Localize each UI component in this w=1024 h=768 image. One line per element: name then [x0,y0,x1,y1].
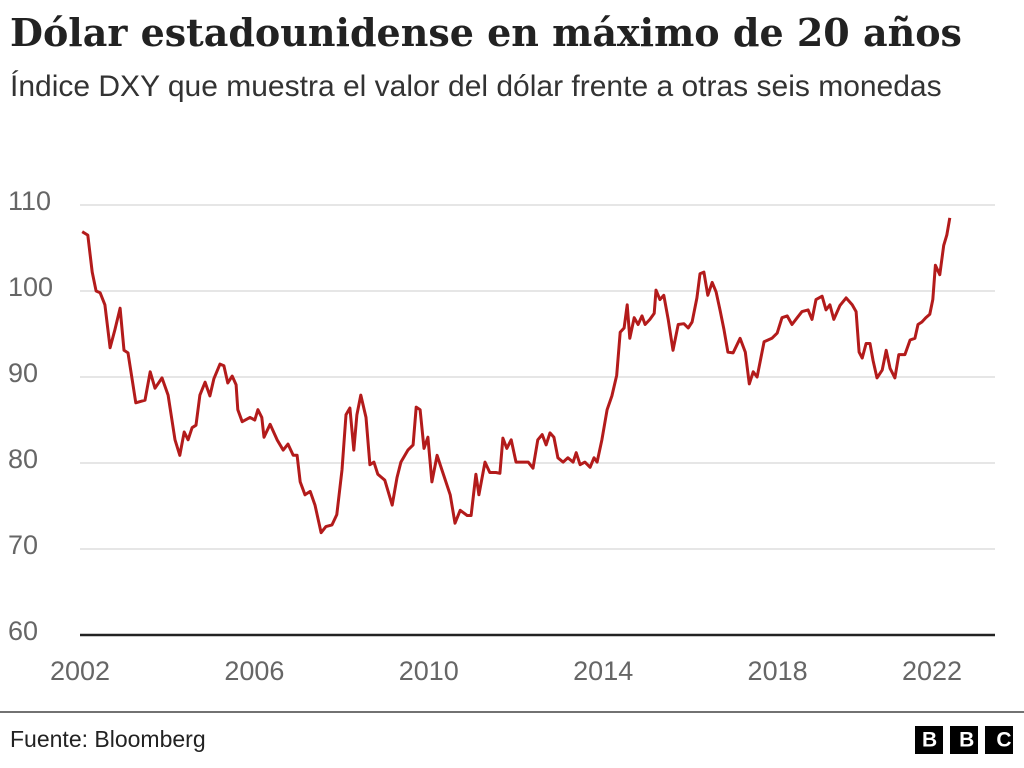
y-tick-label: 60 [8,616,38,646]
y-tick-label: 90 [8,358,38,388]
y-tick-label: 100 [8,272,53,302]
chart-subtitle: Índice DXY que muestra el valor del dóla… [10,70,942,103]
x-tick-label: 2010 [399,656,459,686]
y-tick-label: 110 [8,186,51,216]
y-tick-label: 70 [8,530,38,560]
source: Fuente: Bloomberg [10,726,206,752]
logo-block [915,726,943,754]
x-tick-label: 2018 [748,656,808,686]
x-tick-label: 2002 [50,656,110,686]
logo: BBC [922,729,1024,752]
x-tick-label: 2014 [573,656,633,686]
logo-block [950,726,978,754]
y-tick-label: 80 [8,444,38,474]
chart-title: Dólar estadounidense en máximo de 20 año… [10,10,962,55]
x-tick-label: 2006 [224,656,284,686]
data-line [81,217,952,535]
x-tick-label: 2022 [902,656,962,686]
logo-block [985,726,1013,754]
